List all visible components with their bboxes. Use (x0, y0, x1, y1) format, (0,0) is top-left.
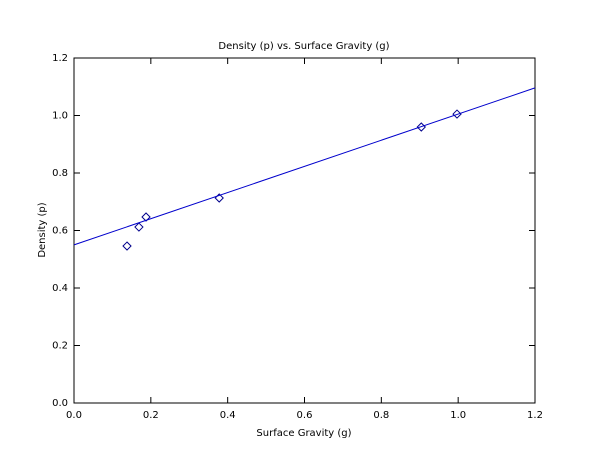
chart-title: Density (p) vs. Surface Gravity (g) (218, 41, 389, 52)
y-tick-label: 0.6 (52, 226, 68, 237)
x-tick-label: 0.8 (373, 410, 389, 421)
x-axis-label: Surface Gravity (g) (256, 428, 351, 439)
data-point (141, 212, 151, 222)
y-tick-label: 0.8 (52, 168, 68, 179)
x-tick-label: 0.6 (297, 410, 313, 421)
y-tick-label: 1.0 (52, 111, 68, 122)
x-tick-label: 1.0 (450, 410, 466, 421)
x-tick-label: 0.0 (66, 410, 82, 421)
x-tick-label: 0.4 (220, 410, 236, 421)
y-tick-label: 0.0 (52, 398, 68, 409)
data-point (134, 222, 144, 232)
x-tick-label: 1.2 (527, 410, 543, 421)
fit-line (73, 87, 536, 246)
y-tick-label: 0.4 (52, 283, 68, 294)
x-tick-label: 0.2 (143, 410, 159, 421)
plot-frame (73, 57, 536, 404)
y-tick-label: 1.2 (52, 53, 68, 64)
data-point (122, 241, 132, 251)
y-axis-label: Density (p) (37, 202, 48, 257)
data-point (452, 109, 462, 119)
y-tick-label: 0.2 (52, 341, 68, 352)
